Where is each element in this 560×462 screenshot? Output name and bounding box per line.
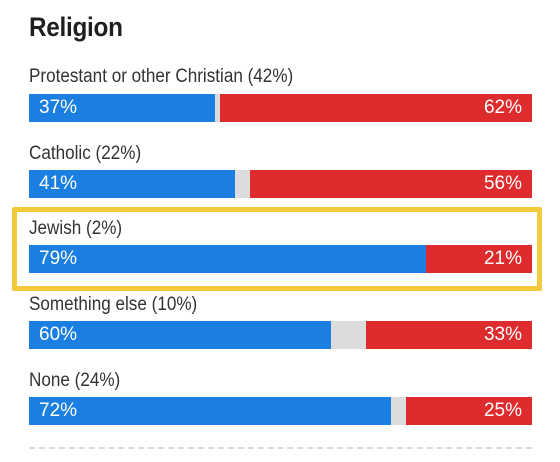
bar-row: 41% 56% bbox=[29, 170, 532, 198]
data-label-dem: 37% bbox=[39, 97, 78, 118]
data-label-dem: 60% bbox=[39, 324, 78, 345]
bar-segment-rep bbox=[250, 170, 532, 198]
data-label-rep: 56% bbox=[483, 173, 522, 194]
data-label-dem: 72% bbox=[39, 400, 78, 421]
data-label-rep: 21% bbox=[483, 248, 522, 269]
category-label: Jewish (2%) bbox=[29, 218, 123, 239]
category-label: Catholic (22%) bbox=[29, 143, 142, 164]
bar-segment-dem bbox=[29, 170, 235, 198]
bar-row: 79% 21% bbox=[29, 245, 532, 273]
bar-row: 72% 25% bbox=[29, 397, 532, 425]
bar-row: 60% 33% bbox=[29, 321, 532, 349]
bar-segment-dem bbox=[29, 245, 426, 273]
highlight-box bbox=[12, 207, 542, 291]
bar-segment-rep bbox=[220, 94, 532, 122]
category-label: Something else (10%) bbox=[29, 294, 198, 315]
data-label-rep: 62% bbox=[483, 97, 522, 118]
bar-segment-dem bbox=[29, 94, 215, 122]
data-label-dem: 41% bbox=[39, 173, 78, 194]
bar-segment-dem bbox=[29, 397, 391, 425]
chart-title: Religion bbox=[29, 12, 123, 42]
bar-row: 37% 62% bbox=[29, 94, 532, 122]
data-label-dem: 79% bbox=[39, 248, 78, 269]
data-label-rep: 33% bbox=[483, 324, 522, 345]
bar-segment-rep bbox=[366, 321, 532, 349]
bar-segment-rep bbox=[406, 397, 532, 425]
dashed-divider bbox=[29, 447, 532, 449]
data-label-rep: 25% bbox=[483, 400, 522, 421]
bar-segment-dem bbox=[29, 321, 331, 349]
bar-segment-rep bbox=[426, 245, 532, 273]
category-label: None (24%) bbox=[29, 370, 121, 391]
category-label: Protestant or other Christian (42%) bbox=[29, 66, 294, 87]
